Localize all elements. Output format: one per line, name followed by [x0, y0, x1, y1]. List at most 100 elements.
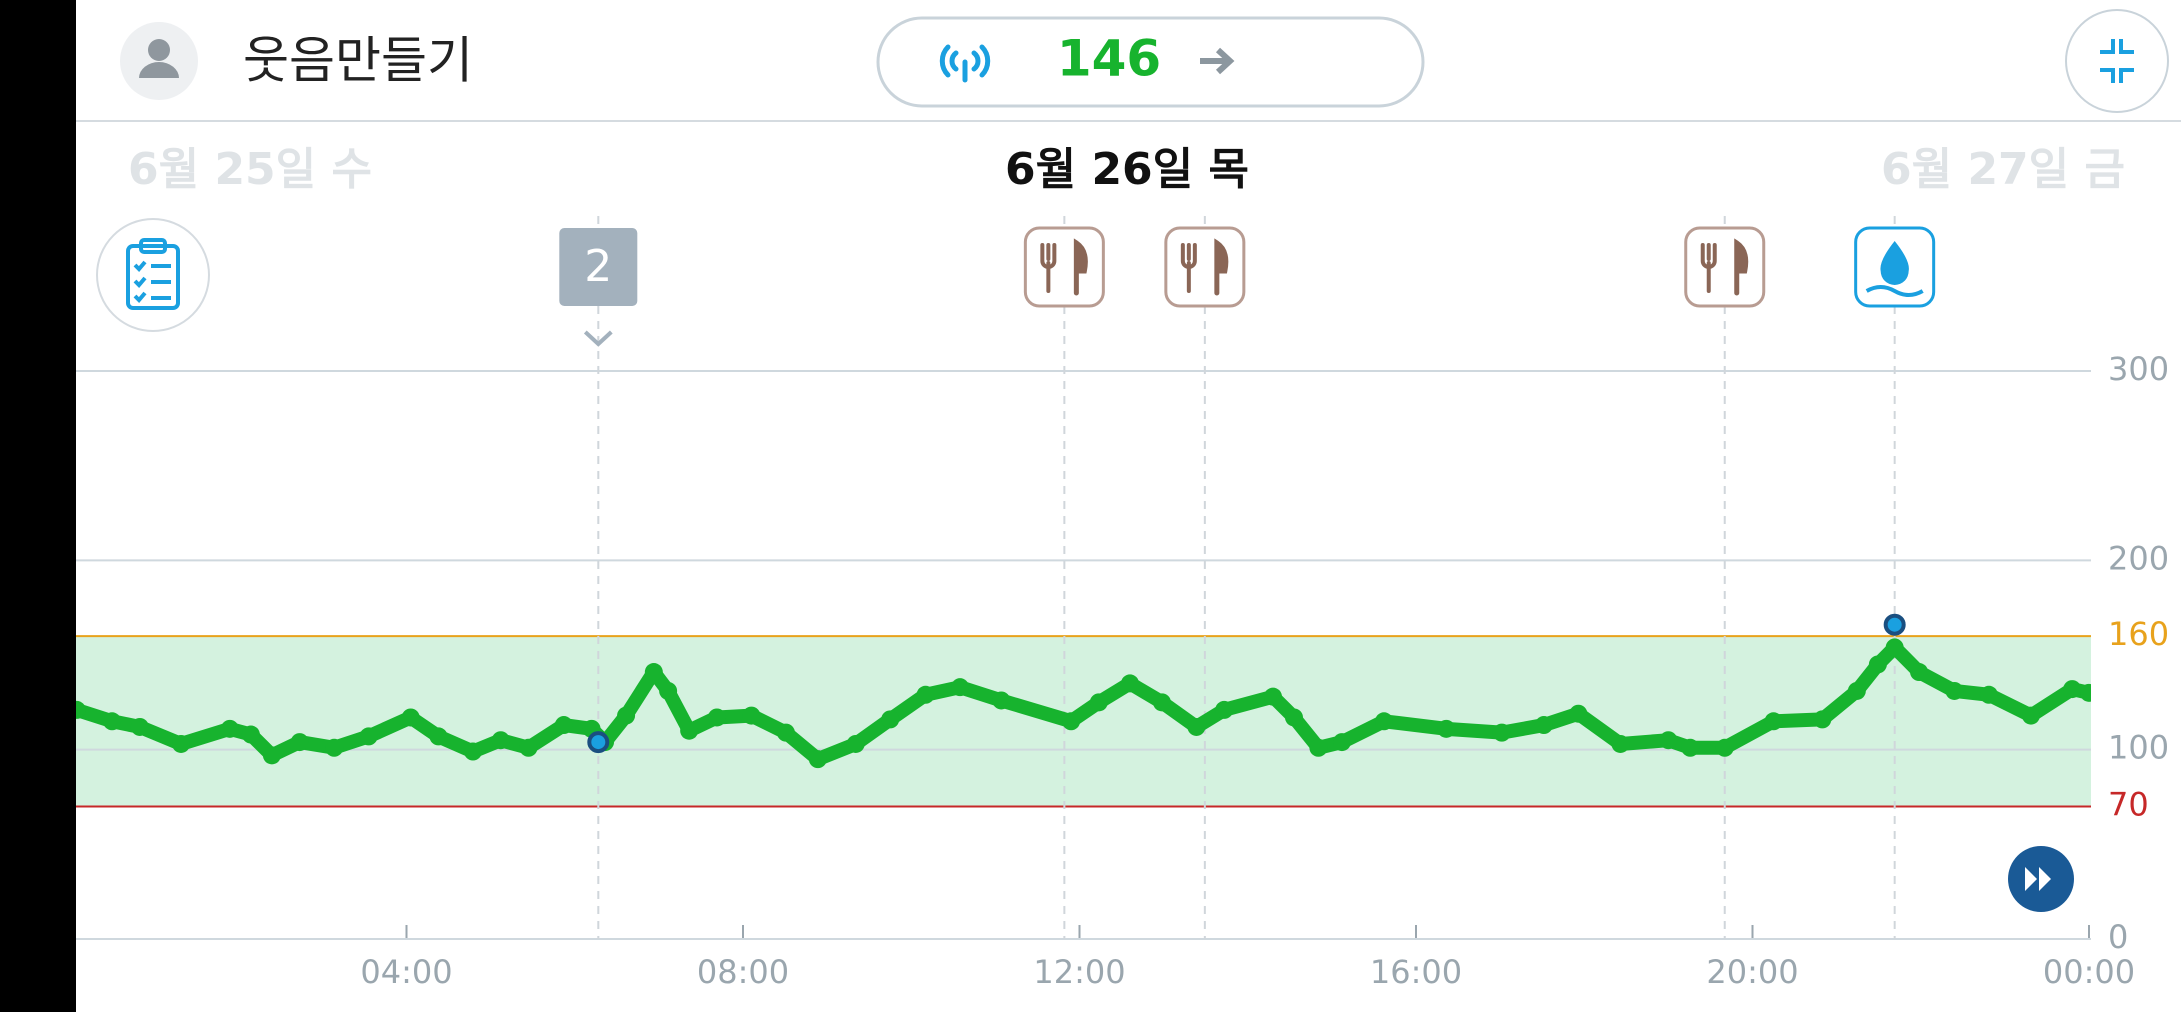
event-chevron — [583, 330, 613, 347]
x-tick-label: 16:00 — [1370, 953, 1462, 991]
glucose-point — [617, 706, 636, 725]
glucose-point — [2063, 680, 2082, 699]
glucose-point — [130, 717, 149, 736]
next-date[interactable]: 6월 27일 금 — [1881, 144, 2125, 195]
event-icon[interactable] — [1023, 226, 1105, 308]
glucose-point — [776, 723, 795, 742]
target-low-label: 70 — [2108, 785, 2149, 823]
glucose-point — [2021, 706, 2040, 725]
glucose-point — [1885, 638, 1904, 657]
water-drop — [1880, 241, 1909, 285]
x-tick-label: 00:00 — [2043, 953, 2135, 991]
glucose-point — [1263, 687, 1282, 706]
glucose-point — [1152, 693, 1171, 712]
x-tick-label: 12:00 — [1033, 953, 1125, 991]
plot-area — [76, 613, 2091, 769]
glucose-point — [846, 734, 865, 753]
glucose-point — [659, 681, 678, 700]
fork — [1700, 243, 1717, 293]
glucose-point — [1089, 693, 1108, 712]
knife — [1214, 238, 1229, 296]
y-tick-label: 200 — [2108, 539, 2169, 577]
glucose-point — [680, 721, 699, 740]
glucose-point — [1910, 663, 1929, 682]
glucose-point — [325, 738, 344, 757]
glucose-point — [2080, 683, 2091, 702]
glucose-point — [1215, 700, 1234, 719]
knife — [1734, 238, 1749, 296]
glucose-point — [644, 663, 663, 682]
collapse-icon — [2100, 39, 2134, 83]
knife — [1073, 238, 1088, 296]
logbook-button[interactable] — [96, 218, 210, 332]
glucose-point — [1534, 716, 1553, 735]
glucose-point — [1375, 712, 1394, 731]
water-wave — [1865, 285, 1924, 297]
y-tick-label: 300 — [2108, 350, 2169, 388]
meal-box — [1023, 226, 1105, 308]
glucose-point — [1847, 681, 1866, 700]
current-date: 6월 26일 목 — [1005, 144, 1249, 195]
event-box — [559, 228, 638, 306]
glucose-point — [76, 700, 86, 719]
glucose-point — [463, 742, 482, 761]
glucose-point — [1062, 712, 1081, 731]
glucose-point — [916, 685, 935, 704]
reading-marker — [1883, 613, 1906, 636]
glucose-point — [951, 678, 970, 697]
left-edge — [0, 0, 76, 1012]
glucose-point — [1659, 731, 1678, 750]
y-tick-label: 0 — [2108, 918, 2128, 956]
glucose-point — [992, 691, 1011, 710]
user-name: 웃음만들기 — [243, 32, 473, 90]
glucose-point — [1945, 681, 1964, 700]
collapse-button[interactable] — [2065, 9, 2169, 113]
glucose-point — [554, 716, 573, 735]
glucose-point — [742, 706, 761, 725]
meal-box — [1684, 226, 1766, 308]
glucose-point — [262, 746, 281, 765]
glucose-point — [1309, 738, 1328, 757]
glucose-point — [359, 727, 378, 746]
glucose-point — [429, 727, 448, 746]
y-tick-label: 100 — [2108, 729, 2169, 767]
fork — [1180, 243, 1197, 293]
reading-marker — [587, 731, 610, 754]
reading-pill[interactable] — [876, 16, 1425, 108]
glucose-point — [1611, 734, 1630, 753]
clipboard-icon — [126, 238, 180, 310]
glucose-point — [1285, 708, 1304, 727]
event-icon[interactable]: 2 — [559, 228, 638, 347]
glucose-point — [1569, 704, 1588, 723]
glucose-point — [1492, 723, 1511, 742]
trend-arrow — [1200, 47, 1235, 75]
glucose-point — [172, 734, 191, 753]
glucose-point — [808, 750, 827, 769]
glucose-point — [1813, 710, 1832, 729]
event-icon[interactable] — [1684, 226, 1766, 308]
glucose-point — [1868, 655, 1887, 674]
prev-date[interactable]: 6월 25일 수 — [128, 144, 372, 195]
glucose-point — [401, 708, 420, 727]
glucose-point — [707, 708, 726, 727]
event-icon[interactable] — [1854, 226, 1936, 308]
glucose-point — [1120, 674, 1139, 693]
target-high-label: 160 — [2108, 615, 2169, 653]
glucose-point — [1681, 738, 1700, 757]
glucose-point — [220, 719, 239, 738]
x-tick-label: 20:00 — [1706, 953, 1798, 991]
event-icon[interactable] — [1164, 226, 1246, 308]
fast-forward-icon — [2025, 867, 2051, 891]
glucose-point — [1332, 733, 1351, 752]
current-reading: 146 — [1057, 30, 1161, 88]
avatar-head — [148, 39, 170, 61]
glucose-point — [1715, 738, 1734, 757]
x-tick-label: 08:00 — [697, 953, 789, 991]
glucose-point — [290, 733, 309, 752]
glucose-point — [1187, 717, 1206, 736]
fork — [1040, 243, 1057, 293]
glucose-point — [103, 712, 122, 731]
glucose-point — [491, 731, 510, 750]
